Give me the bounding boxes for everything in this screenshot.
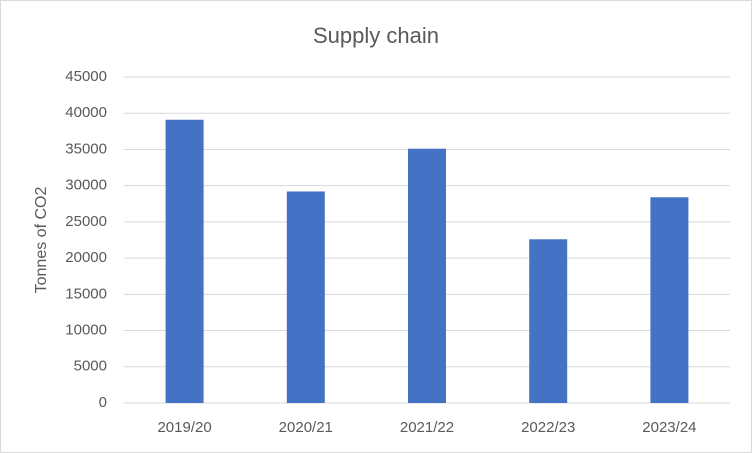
y-tick-label: 40000 <box>65 104 107 121</box>
y-tick-label: 25000 <box>65 213 107 230</box>
x-tick-label: 2020/21 <box>279 419 333 436</box>
x-tick-label: 2023/24 <box>642 419 696 436</box>
y-tick-label: 35000 <box>65 140 107 157</box>
bar <box>165 119 204 404</box>
y-tick-label: 20000 <box>65 249 107 266</box>
bar <box>650 197 689 403</box>
y-tick-label: 5000 <box>74 358 107 375</box>
bar <box>529 239 568 403</box>
y-tick-label: 30000 <box>65 177 107 194</box>
x-tick-label: 2022/23 <box>521 419 575 436</box>
y-tick-label: 45000 <box>65 68 107 85</box>
chart-title: Supply chain <box>313 23 439 48</box>
x-tick-label: 2021/22 <box>400 419 454 436</box>
y-tick-label: 15000 <box>65 285 107 302</box>
y-axis-label: Tonnes of CO2 <box>33 187 50 294</box>
bar <box>408 148 446 403</box>
x-tick-label: 2019/20 <box>157 419 211 436</box>
y-tick-label: 10000 <box>65 322 107 339</box>
bar <box>286 191 325 403</box>
y-tick-label: 0 <box>99 394 107 411</box>
